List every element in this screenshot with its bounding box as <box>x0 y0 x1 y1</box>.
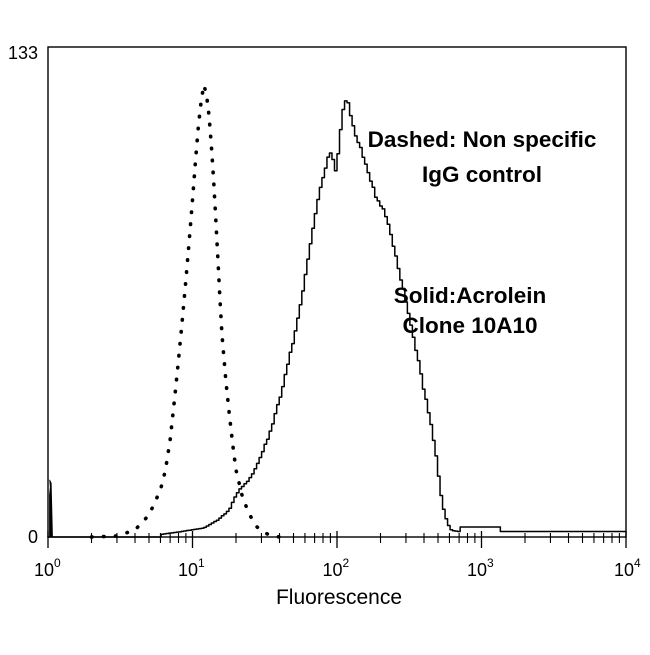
svg-text:104: 104 <box>614 556 641 580</box>
svg-text:IgG control: IgG control <box>422 162 542 187</box>
svg-text:102: 102 <box>323 556 350 580</box>
svg-text:101: 101 <box>178 556 205 580</box>
svg-text:0: 0 <box>28 527 38 547</box>
svg-text:100: 100 <box>34 556 61 580</box>
svg-text:Clone 10A10: Clone 10A10 <box>402 313 537 338</box>
svg-text:Solid:Acrolein: Solid:Acrolein <box>394 283 547 308</box>
svg-text:103: 103 <box>467 556 494 580</box>
svg-text:133: 133 <box>8 43 38 63</box>
svg-text:Dashed: Non specific: Dashed: Non specific <box>368 127 597 152</box>
svg-text:Fluorescence: Fluorescence <box>276 586 402 609</box>
